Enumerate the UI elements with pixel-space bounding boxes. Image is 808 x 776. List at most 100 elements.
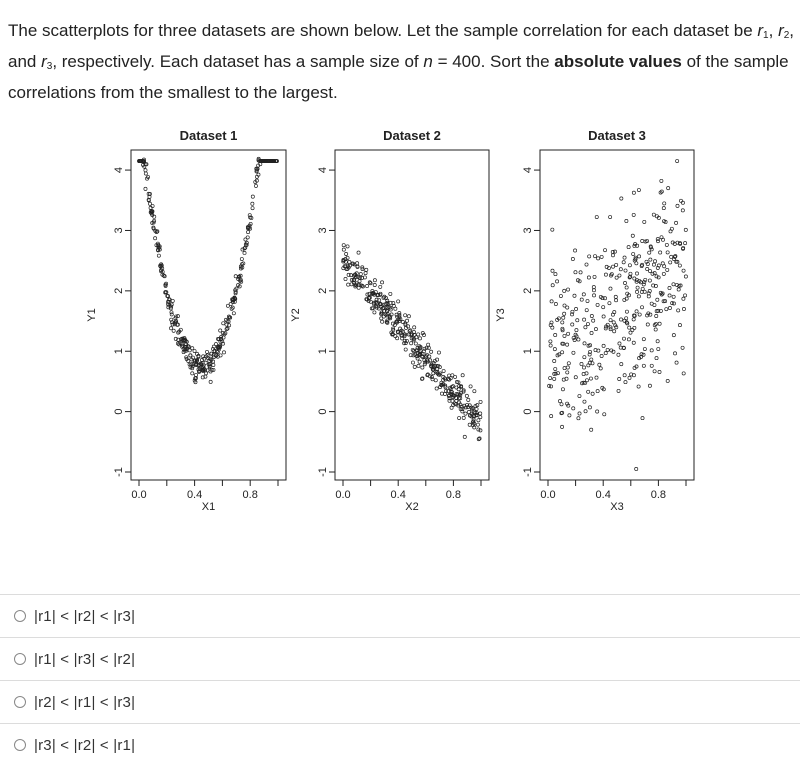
data-point	[478, 411, 483, 416]
data-point	[173, 336, 178, 341]
data-point	[671, 282, 676, 287]
data-point	[151, 220, 156, 225]
data-point	[552, 376, 557, 381]
data-point	[195, 358, 200, 363]
data-point	[409, 336, 414, 341]
data-point	[358, 283, 363, 288]
data-point	[585, 378, 589, 383]
y-tick-label: 1	[113, 348, 125, 354]
data-point	[175, 322, 180, 327]
data-point	[364, 267, 369, 272]
data-point	[467, 422, 472, 427]
data-point	[406, 314, 411, 319]
data-point	[152, 214, 157, 219]
data-point	[472, 389, 477, 394]
data-point	[468, 413, 473, 418]
data-point	[381, 314, 386, 319]
choice-option-2[interactable]: |r1| < |r3| < |r2|	[0, 637, 800, 680]
y-tick-label: 2	[522, 288, 534, 294]
data-point	[190, 362, 195, 367]
data-point	[474, 412, 479, 417]
data-point	[205, 368, 210, 373]
data-point	[380, 319, 385, 324]
data-point	[201, 367, 206, 372]
data-point	[571, 335, 576, 340]
data-point	[645, 313, 650, 318]
data-point	[459, 384, 464, 389]
data-point	[140, 159, 145, 163]
radio-button[interactable]	[14, 610, 26, 622]
data-point	[683, 241, 688, 246]
data-point	[395, 336, 400, 341]
data-point	[224, 327, 229, 332]
data-point	[662, 201, 667, 206]
data-point	[624, 309, 629, 314]
choice-option-1[interactable]: |r1| < |r2| < |r3|	[0, 594, 800, 637]
data-point	[254, 174, 259, 179]
data-point	[647, 383, 652, 388]
data-point	[634, 261, 639, 266]
data-point	[611, 320, 616, 325]
data-point	[472, 421, 477, 426]
data-point	[412, 337, 416, 342]
data-point	[188, 353, 193, 358]
data-point	[595, 389, 600, 394]
data-point	[347, 260, 352, 264]
data-point	[154, 243, 159, 248]
data-point	[429, 349, 434, 354]
data-point	[192, 349, 197, 353]
data-point	[391, 301, 396, 306]
data-point	[643, 277, 648, 282]
data-point	[605, 322, 610, 327]
data-point	[667, 286, 672, 290]
choice-option-3[interactable]: |r2| < |r1| < |r3|	[0, 680, 800, 723]
data-point	[560, 341, 565, 346]
data-point	[143, 186, 148, 191]
data-point	[431, 365, 436, 370]
data-point	[378, 304, 383, 309]
data-point	[661, 206, 666, 211]
data-point	[203, 368, 208, 373]
data-point	[654, 321, 658, 326]
radio-button[interactable]	[14, 739, 26, 751]
radio-button[interactable]	[14, 696, 26, 708]
data-point	[388, 316, 393, 321]
data-point	[549, 414, 554, 419]
data-point	[658, 308, 663, 313]
data-point	[416, 363, 421, 368]
data-point	[145, 176, 150, 181]
data-point	[239, 257, 244, 261]
data-point	[242, 246, 247, 251]
data-point	[476, 418, 481, 423]
data-point	[565, 342, 570, 347]
data-point	[162, 274, 167, 279]
data-point	[650, 271, 655, 276]
data-point	[673, 351, 677, 356]
data-point	[589, 427, 594, 432]
data-point	[656, 308, 661, 313]
data-point	[456, 403, 461, 408]
data-point	[632, 365, 637, 370]
data-point	[668, 229, 673, 234]
plot-frame	[334, 149, 490, 481]
choice-option-4[interactable]: |r3| < |r2| < |r1|	[0, 723, 800, 766]
data-point	[675, 203, 680, 208]
data-point	[411, 353, 416, 358]
data-point	[614, 275, 619, 280]
data-point	[560, 387, 565, 392]
radio-button[interactable]	[14, 653, 26, 665]
data-point	[671, 333, 676, 338]
data-point	[640, 239, 645, 243]
data-point	[365, 284, 370, 288]
data-point	[637, 356, 642, 361]
data-point	[627, 263, 632, 268]
data-point	[561, 315, 566, 320]
data-point	[593, 254, 597, 259]
data-point	[614, 325, 619, 330]
data-point	[665, 250, 670, 255]
data-point	[352, 282, 357, 287]
data-point	[454, 385, 459, 390]
data-point	[368, 281, 373, 286]
data-point	[175, 314, 180, 319]
data-point	[608, 286, 613, 291]
